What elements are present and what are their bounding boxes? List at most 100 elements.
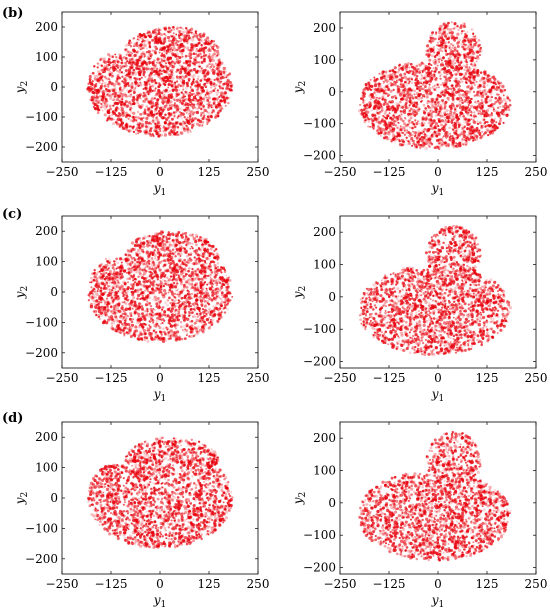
scatter-point (471, 129, 475, 133)
scatter-point (169, 89, 172, 92)
scatter-point (487, 104, 490, 107)
scatter-point (195, 80, 199, 84)
scatter-point (129, 41, 133, 44)
scatter-point (453, 79, 456, 83)
scatter-point (223, 91, 227, 95)
scatter-point (380, 108, 384, 112)
scatter-point (430, 109, 434, 113)
scatter-point (390, 95, 394, 99)
scatter-point (427, 121, 431, 125)
scatter-point (430, 112, 433, 115)
scatter-point (470, 28, 473, 31)
scatter-point (489, 123, 493, 127)
scatter-point (118, 123, 122, 127)
scatter-point (158, 318, 161, 321)
scatter-point (195, 47, 198, 50)
scatter-point (202, 106, 206, 110)
scatter-point (200, 327, 203, 330)
scatter-point (148, 34, 153, 38)
scatter-point (174, 254, 177, 258)
scatter-point (428, 119, 431, 122)
scatter-point (439, 72, 443, 76)
scatter-point (129, 62, 134, 66)
scatter-point (106, 105, 109, 107)
scatter-point (188, 122, 191, 125)
scatter-point (121, 111, 125, 115)
scatter-point (488, 133, 491, 136)
scatter-point (188, 310, 191, 314)
scatter-point (130, 52, 134, 55)
scatter-point (114, 296, 118, 300)
scatter-point (173, 28, 176, 31)
y-axis-title: y2 (291, 81, 308, 95)
scatter-point (189, 130, 192, 133)
scatter-point (399, 110, 403, 113)
scatter-point (368, 103, 372, 107)
scatter-point (192, 78, 195, 81)
scatter-point (455, 104, 459, 108)
scatter-point (434, 130, 438, 135)
scatter-point (123, 79, 127, 83)
scatter-point (452, 44, 455, 47)
scatter-point (434, 114, 438, 117)
scatter-point (186, 29, 189, 32)
scatter-point (157, 85, 161, 89)
scatter-point (366, 107, 368, 110)
scatter-point (136, 293, 141, 298)
scatter-point (461, 128, 464, 131)
scatter-point (175, 75, 179, 78)
scatter-point (217, 59, 221, 63)
scatter-point (163, 116, 167, 120)
scatter-point (167, 127, 170, 130)
scatter-point (139, 43, 143, 47)
scatter-point (405, 70, 409, 74)
scatter-point (208, 90, 213, 94)
scatter-point (194, 53, 198, 56)
scatter-point (164, 70, 168, 73)
scatter-point (443, 116, 446, 119)
scatter-point (367, 81, 370, 84)
scatter-point (158, 93, 162, 96)
scatter-point (424, 85, 427, 88)
scatter-point (89, 72, 92, 75)
scatter-point (472, 51, 476, 56)
scatter-point (222, 98, 227, 103)
scatter-point (463, 48, 466, 51)
scatter-point (389, 127, 393, 131)
scatter-point (198, 39, 202, 43)
scatter-point (169, 100, 173, 104)
scatter-point (459, 111, 463, 115)
scatter-point (411, 121, 414, 124)
scatter-point (371, 94, 374, 97)
scatter-point (473, 43, 477, 47)
scatter-point (449, 28, 453, 32)
scatter-point (436, 64, 439, 67)
scatter-point (148, 76, 152, 80)
scatter-point (443, 103, 446, 106)
scatter-point (165, 66, 169, 70)
scatter-point (134, 132, 138, 135)
scatter-point (219, 70, 223, 74)
scatter-point (463, 35, 466, 38)
scatter-point (176, 106, 180, 110)
scatter-point (229, 86, 233, 90)
scatter-point (203, 108, 207, 113)
scatter-point (159, 109, 162, 112)
scatter-point (429, 119, 432, 123)
scatter-point (216, 111, 220, 115)
scatter-point (390, 118, 393, 121)
scatter-point (162, 116, 166, 119)
scatter-point (115, 107, 118, 110)
scatter-point (443, 104, 447, 108)
scatter-point (396, 90, 400, 94)
scatter-point (167, 112, 171, 116)
scatter-point (424, 107, 427, 110)
scatter-point (99, 286, 103, 290)
scatter-point (148, 74, 151, 77)
scatter-point (410, 78, 414, 81)
scatter-point (475, 50, 479, 54)
scatter-point (439, 36, 443, 40)
scatter-point (444, 44, 448, 48)
scatter-point (452, 115, 455, 118)
scatter-point (440, 32, 443, 35)
